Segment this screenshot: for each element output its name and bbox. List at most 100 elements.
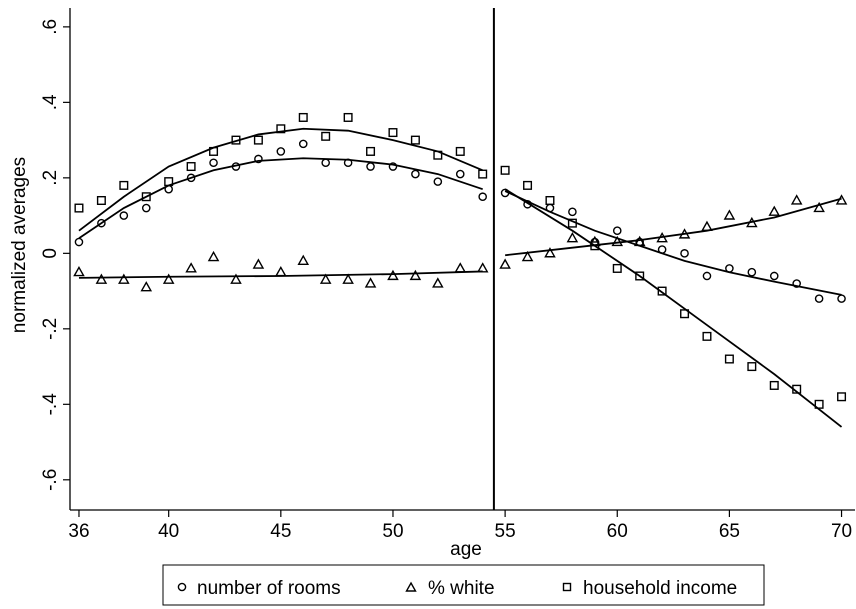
point-household-income [478, 169, 488, 179]
point-pct-white [544, 247, 556, 258]
point-household-income [702, 331, 712, 341]
point-number-of-rooms [366, 162, 375, 171]
x-axis: 36 40 45 50 55 60 65 70 [68, 509, 855, 542]
point-number-of-rooms [612, 226, 622, 235]
point-pct-white [521, 250, 534, 262]
point-pct-white [207, 250, 220, 262]
point-pct-white [409, 269, 422, 281]
x-tick-label: 60 [607, 521, 628, 542]
point-household-income [410, 135, 420, 145]
y-tick-label: -.2 [40, 318, 61, 340]
point-number-of-rooms [411, 169, 420, 179]
point-pct-white [611, 235, 624, 247]
point-number-of-rooms [119, 211, 129, 220]
point-number-of-rooms [254, 154, 263, 164]
point-number-of-rooms [657, 245, 667, 254]
point-household-income [96, 195, 106, 205]
fit-lines [78, 127, 843, 428]
point-household-income [321, 131, 331, 141]
legend: number of rooms % white household income [162, 564, 765, 606]
y-axis: -.6 -.4 -.2 0 .2 .4 .6 [40, 8, 71, 510]
point-number-of-rooms [276, 147, 286, 156]
point-pct-white [342, 273, 354, 284]
point-household-income [366, 146, 376, 156]
point-household-income [500, 165, 510, 175]
point-household-income [724, 354, 734, 364]
point-pct-white [118, 273, 130, 284]
point-household-income [814, 399, 824, 409]
point-number-of-rooms [680, 249, 689, 258]
x-axis-title: age [450, 539, 482, 560]
legend-marker-circle [177, 582, 187, 592]
point-number-of-rooms [769, 271, 779, 281]
point-number-of-rooms [568, 207, 577, 217]
point-pct-white [835, 194, 848, 205]
y-tick-label: .6 [40, 19, 61, 35]
legend-marker-square [562, 582, 572, 592]
point-household-income [590, 241, 600, 251]
legend-marker-triangle [405, 581, 417, 592]
x-tick-label: 45 [270, 521, 291, 542]
point-household-income [680, 309, 690, 319]
point-number-of-rooms [97, 218, 106, 228]
fit-line-number-of-rooms-left [78, 157, 483, 239]
point-number-of-rooms [433, 177, 443, 186]
point-pct-white [252, 258, 265, 269]
legend-label-white: % white [428, 578, 495, 599]
x-tick-label: 36 [68, 521, 89, 542]
point-number-of-rooms [321, 158, 330, 168]
y-tick-label: .2 [40, 170, 61, 186]
point-pct-white [701, 220, 713, 232]
point-number-of-rooms [298, 139, 308, 149]
point-pct-white [95, 273, 108, 284]
point-pct-white [454, 262, 467, 273]
point-household-income [433, 150, 443, 160]
point-household-income [769, 380, 779, 390]
point-pct-white [723, 209, 736, 220]
point-pct-white [185, 262, 197, 273]
point-number-of-rooms [388, 162, 398, 171]
point-number-of-rooms [814, 294, 824, 303]
fit-line--white-right [505, 197, 842, 257]
point-pct-white [678, 228, 691, 239]
point-number-of-rooms [74, 237, 84, 247]
point-number-of-rooms [209, 158, 218, 168]
point-pct-white [140, 281, 153, 292]
point-household-income [747, 362, 757, 372]
point-household-income [119, 180, 129, 190]
point-pct-white [73, 265, 85, 277]
point-number-of-rooms [164, 184, 173, 194]
fit-line--white-left [78, 270, 483, 279]
point-number-of-rooms [725, 264, 734, 273]
point-pct-white [275, 265, 287, 277]
point-number-of-rooms [702, 271, 712, 281]
point-household-income [186, 162, 196, 172]
point-pct-white [746, 216, 758, 228]
legend-label-rooms: number of rooms [197, 578, 341, 599]
point-pct-white [499, 258, 511, 269]
point-pct-white [813, 201, 825, 213]
point-household-income [141, 192, 151, 202]
point-number-of-rooms [523, 199, 532, 209]
point-number-of-rooms [545, 203, 555, 213]
y-tick-label: .4 [40, 94, 61, 110]
x-tick-label: 40 [158, 521, 179, 542]
y-tick-label: -.4 [40, 393, 61, 416]
point-number-of-rooms [343, 158, 353, 168]
point-household-income [567, 218, 577, 228]
fit-line-household-income-left [78, 127, 484, 232]
point-household-income [276, 124, 286, 134]
point-household-income [792, 384, 802, 394]
point-number-of-rooms [231, 162, 241, 171]
point-household-income [837, 392, 847, 402]
point-pct-white [656, 232, 668, 243]
x-tick-label: 50 [382, 521, 403, 542]
point-pct-white [162, 273, 175, 284]
point-number-of-rooms [747, 267, 757, 277]
legend-label-income: household income [583, 578, 737, 599]
point-pct-white [566, 232, 579, 243]
point-pct-white [790, 194, 803, 205]
fit-line-household-income-right [504, 188, 843, 428]
point-pct-white [432, 277, 444, 288]
